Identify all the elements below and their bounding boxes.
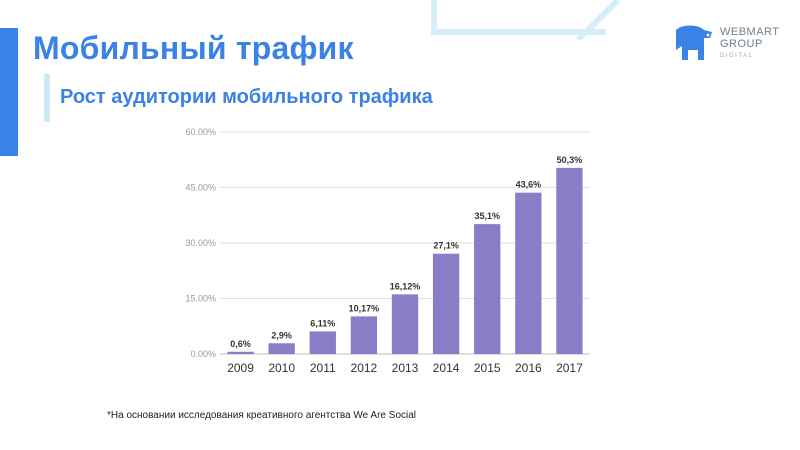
data-label: 50,3% [557, 155, 583, 165]
elephant-icon [676, 25, 712, 60]
bar [350, 316, 378, 354]
x-tick-label: 2009 [227, 361, 254, 375]
data-label: 27,1% [433, 241, 459, 251]
x-tick-label: 2013 [392, 361, 419, 375]
bar [309, 331, 336, 354]
logo-text: WEBMART GROUP DIGITAL [720, 26, 780, 62]
logo-line-3: DIGITAL [720, 53, 754, 59]
footnote: *На основании исследования креативного а… [107, 410, 417, 421]
bar [474, 224, 501, 354]
decorative-lines [431, 0, 621, 40]
page-subtitle: Рост аудитории мобильного трафика [60, 86, 433, 108]
bar [515, 192, 542, 354]
y-tick-label: 30.00% [185, 238, 216, 248]
bar-chart: 0.00% 15.00% 30.00% 45.00% 60.00% 0,6% 2009 2,9… [185, 127, 590, 375]
data-label: 6,11% [310, 318, 335, 328]
bar [432, 253, 460, 354]
logo-line-2: GROUP [720, 38, 763, 50]
left-accent-bar [0, 28, 18, 156]
x-tick-label: 2014 [433, 361, 460, 375]
data-label: 43,6% [516, 180, 542, 190]
y-tick-label: 0.00% [190, 349, 216, 359]
bar [391, 294, 419, 354]
data-label: 35,1% [474, 211, 500, 221]
x-tick-label: 2016 [515, 361, 542, 375]
company-logo: WEBMART GROUP DIGITAL [668, 24, 780, 64]
page-title: Мобильный трафик [33, 30, 354, 66]
x-tick-label: 2010 [268, 361, 295, 375]
logo-line-1: WEBMART [720, 26, 780, 38]
bar [268, 343, 295, 354]
y-tick-label: 45.00% [185, 183, 216, 193]
data-label: 16,12% [390, 281, 421, 291]
data-label: 10,17% [349, 303, 380, 313]
y-tick-label: 15.00% [185, 294, 216, 304]
x-tick-label: 2012 [351, 361, 378, 375]
data-label: 0,6% [230, 339, 251, 349]
bar [556, 167, 583, 354]
data-label: 2,9% [271, 330, 292, 340]
x-tick-label: 2011 [310, 361, 336, 375]
x-tick-label: 2015 [474, 361, 501, 375]
bar [227, 351, 254, 354]
subtitle-accent-bar [44, 74, 50, 122]
x-tick-label: 2017 [556, 361, 583, 375]
y-tick-label: 60.00% [185, 127, 216, 137]
